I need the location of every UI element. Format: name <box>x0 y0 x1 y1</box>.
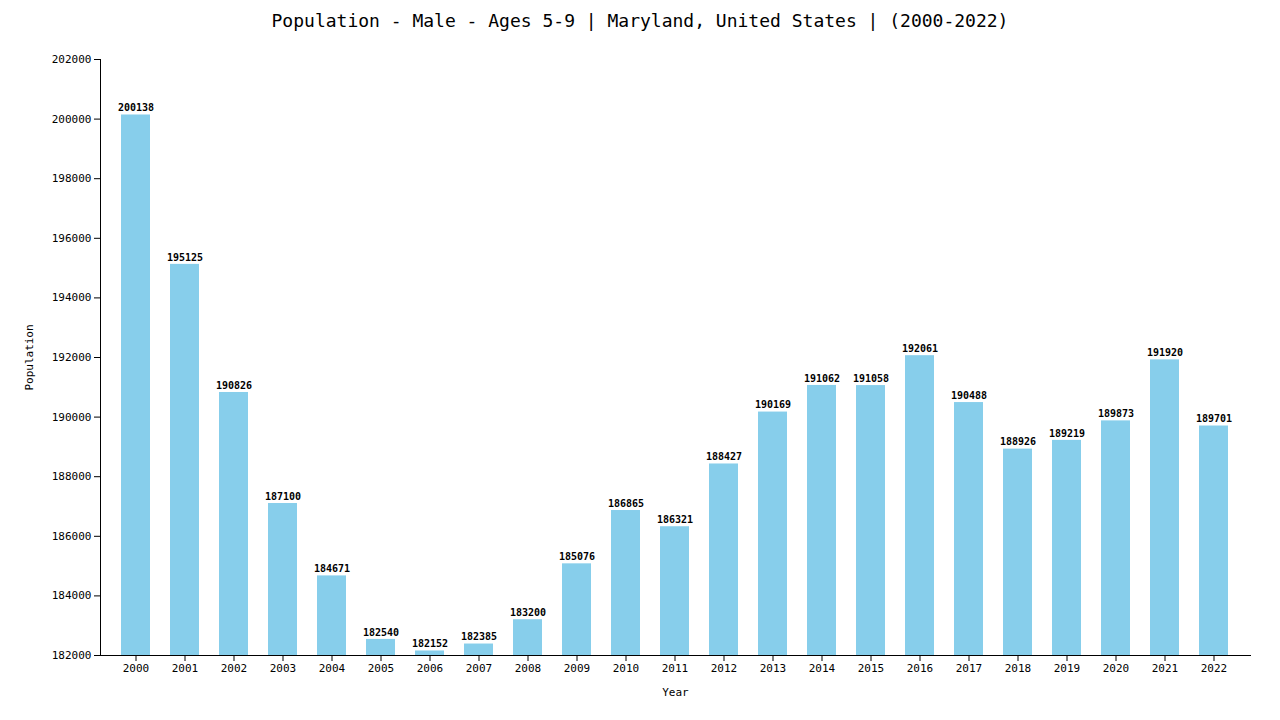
svg-text:191062: 191062 <box>804 373 840 384</box>
svg-text:190169: 190169 <box>755 399 791 410</box>
svg-text:188000: 188000 <box>52 470 92 483</box>
svg-text:2002: 2002 <box>221 662 248 675</box>
svg-text:190000: 190000 <box>52 411 92 424</box>
svg-text:184671: 184671 <box>314 563 350 574</box>
svg-text:190488: 190488 <box>951 390 987 401</box>
svg-text:2008: 2008 <box>515 662 542 675</box>
svg-text:2021: 2021 <box>1152 662 1179 675</box>
svg-text:186321: 186321 <box>657 514 693 525</box>
svg-text:2007: 2007 <box>466 662 493 675</box>
svg-text:186865: 186865 <box>608 498 644 509</box>
svg-text:2013: 2013 <box>760 662 787 675</box>
svg-text:192000: 192000 <box>52 351 92 364</box>
html-text:Population - Male - Ages 5-9 |: Population - Male - Ages 5-9 | Maryland,… <box>271 10 1009 31</box>
svg-text:182000: 182000 <box>52 649 92 662</box>
svg-text:188427: 188427 <box>706 451 742 462</box>
svg-text:189219: 189219 <box>1049 428 1085 439</box>
svg-text:191058: 191058 <box>853 373 889 384</box>
svg-text:2012: 2012 <box>711 662 738 675</box>
svg-text:Population: Population <box>23 324 36 390</box>
svg-text:190826: 190826 <box>216 380 252 391</box>
svg-text:195125: 195125 <box>167 252 203 263</box>
svg-text:2010: 2010 <box>613 662 640 675</box>
svg-text:187100: 187100 <box>265 491 301 502</box>
svg-text:185076: 185076 <box>559 551 595 562</box>
svg-text:196000: 196000 <box>52 232 92 245</box>
svg-text:2001: 2001 <box>172 662 199 675</box>
svg-text:2003: 2003 <box>270 662 297 675</box>
svg-text:188926: 188926 <box>1000 436 1036 447</box>
svg-text:182152: 182152 <box>412 638 448 649</box>
svg-text:2015: 2015 <box>858 662 885 675</box>
svg-text:2006: 2006 <box>417 662 444 675</box>
svg-text:2011: 2011 <box>662 662 689 675</box>
svg-text:182540: 182540 <box>363 627 399 638</box>
svg-text:200138: 200138 <box>118 102 154 113</box>
svg-text:2018: 2018 <box>1005 662 1032 675</box>
svg-text:186000: 186000 <box>52 530 92 543</box>
svg-text:2004: 2004 <box>319 662 346 675</box>
svg-text:202000: 202000 <box>52 53 92 66</box>
svg-text:200000: 200000 <box>52 113 92 126</box>
svg-text:2016: 2016 <box>907 662 934 675</box>
svg-text:2005: 2005 <box>368 662 395 675</box>
svg-text:189701: 189701 <box>1196 413 1232 424</box>
svg-text:2017: 2017 <box>956 662 983 675</box>
svg-text:2000: 2000 <box>123 662 150 675</box>
svg-text:192061: 192061 <box>902 343 938 354</box>
svg-text:2014: 2014 <box>809 662 836 675</box>
svg-text:194000: 194000 <box>52 291 92 304</box>
svg-text:2020: 2020 <box>1103 662 1130 675</box>
svg-text:Year: Year <box>662 686 689 699</box>
svg-text:183200: 183200 <box>510 607 546 618</box>
svg-text:198000: 198000 <box>52 172 92 185</box>
svg-text:191920: 191920 <box>1147 347 1183 358</box>
svg-text:2009: 2009 <box>564 662 591 675</box>
svg-text:189873: 189873 <box>1098 408 1134 419</box>
svg-text:2022: 2022 <box>1201 662 1228 675</box>
svg-text:184000: 184000 <box>52 589 92 602</box>
svg-text:2019: 2019 <box>1054 662 1081 675</box>
svg-text:182385: 182385 <box>461 631 497 642</box>
